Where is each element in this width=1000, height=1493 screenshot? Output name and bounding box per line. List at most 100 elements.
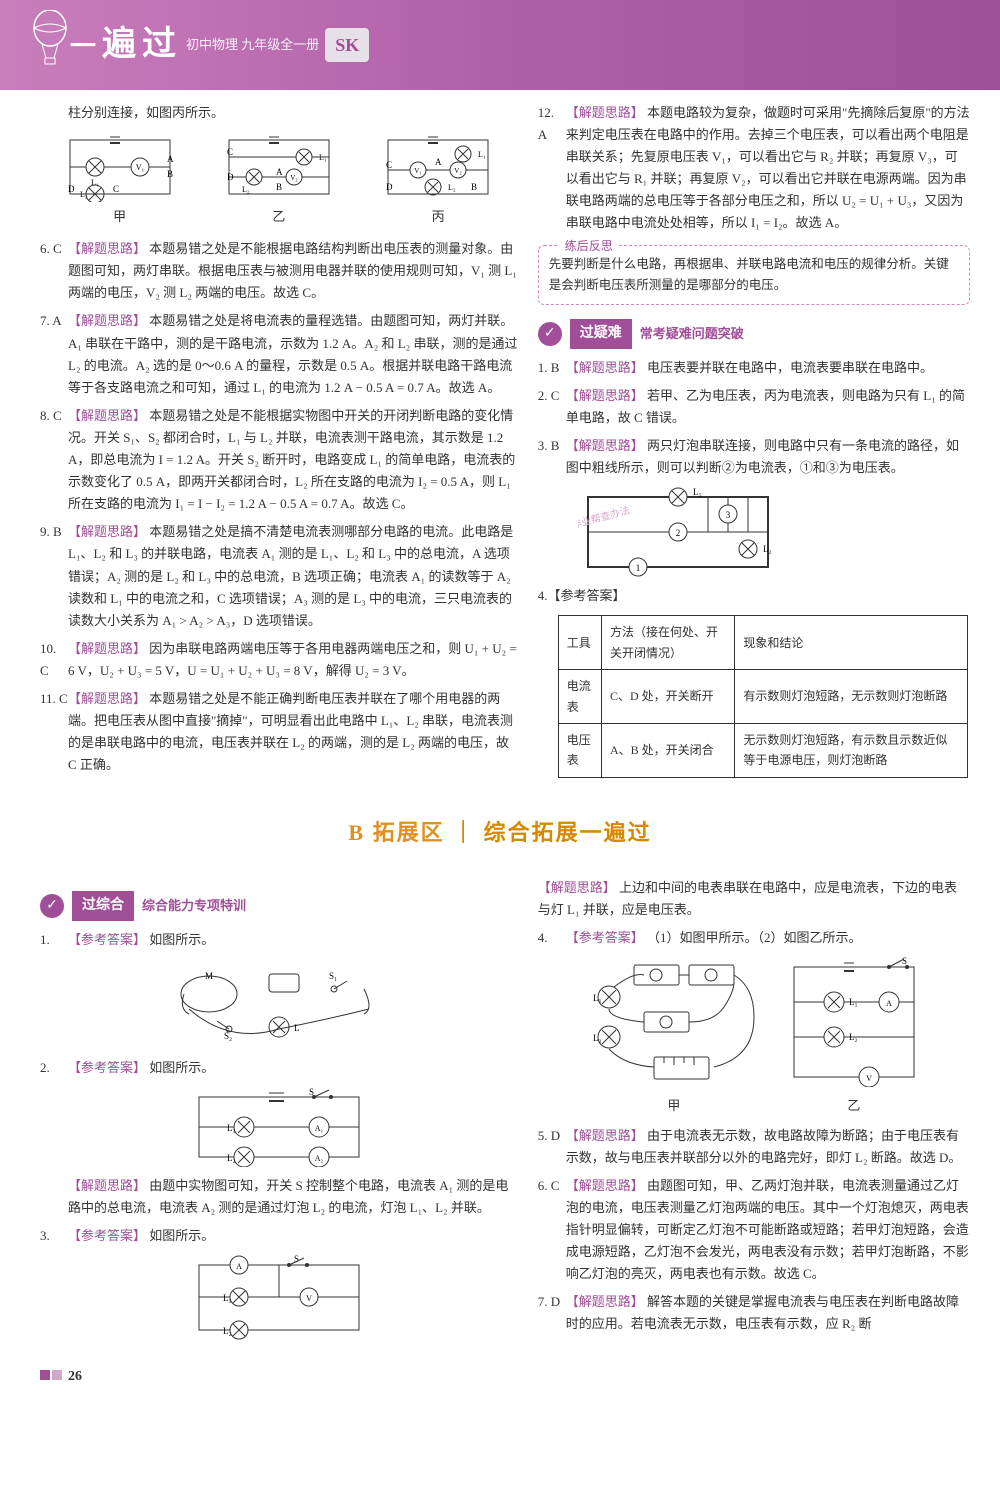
item-text: 本题易错之处是不能根据实物图中开关的开闭判断电路的变化情况。开关 S₁、S₂ 都… [68,408,515,511]
circuit-jia: L₁ V₁ L₂ AB DC 甲 [65,132,175,228]
zonghe-q4: 4. 【参考答案】 （1）如图甲所示。（2）如图乙所示。 [538,927,970,949]
svg-text:L₂: L₂ [223,1326,232,1336]
item-body: 【解题思路】 两只灯泡串联连接，则电路中只有一条电流的路径，如图中粗线所示，则可… [566,435,970,479]
yinan-item: 1. B 【解题思路】 电压表要并联在电路中，电流表要串联在电路中。 [538,357,970,379]
item-body: 【解题思路】 由于电流表无示数，故电路故障为断路；由于电压表有示数，故与电压表并… [566,1125,970,1169]
q3-text: 如图所示。 [149,1228,214,1243]
pn-square-icon [40,1370,50,1380]
zonghe-q1: 1. 【参考答案】 如图所示。 [40,929,518,951]
lower-left: ✓ 过综合 综合能力专项特训 1. 【参考答案】 如图所示。 M S₁ L S₂ [40,877,518,1348]
reflect-label: 练后反思 [559,236,619,256]
item-text: 由题图可知，甲、乙两灯泡并联，电流表测量通过乙灯泡的电流，电压表测量乙灯泡两端的… [566,1178,969,1281]
item-num: 7. A [40,310,68,398]
svg-text:V: V [866,1074,872,1083]
page-header: 一 遍 过 初中物理 九年级全一册 SK [0,0,1000,90]
item-num: 2. C [538,385,566,429]
q1-num: 1. [40,929,68,951]
section-yinan-head: ✓ 过疑难 常考疑难问题突破 [538,319,970,349]
q2-explain: 【解题思路】 由题中实物图可知，开关 S 控制整个电路，电流表 A₁ 测的是电路… [68,1175,518,1219]
item-body: 【解题思路】 本题易错之处是将电流表的量程选错。由题图可知，两灯并联。A₁ 串联… [68,310,518,398]
item-text: 电压表要并联在电路中，电流表要串联在电路中。 [647,360,933,375]
svg-text:L₁: L₁ [223,1293,232,1303]
svg-text:S₂: S₂ [224,1031,232,1041]
td: 电压表 [558,723,601,777]
svg-text:A₂: A₂ [315,1154,324,1163]
title-bian: 遍 [102,16,136,74]
q3-num: 3. [40,1225,68,1247]
item-tag: 【解题思路】 [566,360,644,375]
item-num: 9. B [40,521,68,631]
check-icon: ✓ [40,894,64,918]
big-section-divider: ｜ [452,820,476,845]
q2-text: 如图所示。 [149,1060,214,1075]
svg-text:L₂: L₂ [227,1153,236,1163]
item-tag: 【解题思路】 [68,641,146,656]
q4-label: 【参考答案】 [566,930,644,945]
item-num: 8. C [40,405,68,515]
svg-text:D: D [68,184,75,194]
item-body: 【解题思路】 本题易错之处是搞不清楚电流表测哪部分电路的电流。此电路是 L₁、L… [68,521,518,631]
td: 无示数则灯泡短路，有示数且示数近似等于电源电压，则灯泡断路 [735,723,968,777]
item-body: 【解题思路】 本题电路较为复杂，做题时可采用"先摘除后复原"的方法来判定电压表在… [566,102,970,235]
svg-text:L₂: L₂ [763,544,772,554]
circuit-bing: L₁ V₁ V₂ L₂ CA DB 丙 [383,132,493,228]
svg-text:L₂: L₂ [448,183,456,192]
right-intro-tag: 【解题思路】 [538,880,616,895]
pn-square-icon [52,1370,62,1380]
svg-text:L₂: L₂ [242,185,250,194]
section-zonghe-title: 过综合 [72,891,134,921]
header-subtitle: 初中物理 九年级全一册 [186,34,319,56]
q2-explain-tag: 【解题思路】 [68,1178,146,1193]
answer-item: 7. A 【解题思路】 本题易错之处是将电流表的量程选错。由题图可知，两灯并联。… [40,310,518,398]
answer-item: 8. C 【解题思路】 本题易错之处是不能根据实物图中开关的开闭判断电路的变化情… [40,405,518,515]
q2-num: 2. [40,1057,68,1079]
jia-label: 甲 [584,1095,764,1117]
left-intro: 柱分别连接，如图丙所示。 [68,102,518,124]
svg-text:A: A [167,154,174,164]
svg-text:V: V [306,1294,312,1303]
page-number-text: 26 [68,1369,82,1384]
answer-item: 10. C 【解题思路】 因为串联电路两端电压等于各用电器两端电压之和，则 U₁… [40,638,518,682]
item-body: 【解题思路】 若甲、乙为电压表，丙为电流表，则电路为只有 L₁ 的简单电路，故 … [566,385,970,429]
svg-text:A: A [435,157,442,167]
item-body: 【解题思路】 本题易错之处是不能正确判断电压表并联在了哪个用电器的两端。把电压表… [68,688,518,776]
item-tag: 【解题思路】 [566,1294,644,1309]
circuit-bing-label: 丙 [432,209,445,224]
zonghe-item: 7. D 【解题思路】 解答本题的关键是掌握电流表与电压表在判断电路故障时的应用… [538,1291,970,1335]
svg-text:V₂: V₂ [454,167,462,175]
q1-diagram: M S₁ L S₂ [169,959,389,1049]
lower-content: ✓ 过综合 综合能力专项特训 1. 【参考答案】 如图所示。 M S₁ L S₂ [0,865,1000,1358]
big-section-title: 综合拓展一遍过 [484,820,652,845]
circuit-jia-label: 甲 [113,209,126,224]
section-zonghe-head: ✓ 过综合 综合能力专项特训 [40,891,518,921]
right-intro: 【解题思路】 上边和中间的电表串联在电路中，应是电流表，下边的电表与灯 L₁ 并… [538,877,970,921]
left-column: 柱分别连接，如图丙所示。 L₁ V₁ L₂ AB DC 甲 [40,102,518,786]
item-num: 7. D [538,1291,566,1335]
th-tool: 工具 [558,616,601,670]
yinan-item: 3. B 【解题思路】 两只灯泡串联连接，则电路中只有一条电流的路径，如图中粗线… [538,435,970,479]
td: C、D 处，开关断开 [601,670,734,724]
q2-label: 【参考答案】 [68,1060,146,1075]
q4-num: 4. [538,927,566,949]
q2-diagram: S L₁ A₁ L₂ A₂ [189,1087,369,1167]
svg-text:B: B [471,182,477,192]
svg-text:C: C [386,160,392,170]
yinan-item: 2. C 【解题思路】 若甲、乙为电压表，丙为电流表，则电路为只有 L₁ 的简单… [538,385,970,429]
item-tag: 【解题思路】 [566,438,644,453]
item-tag: 【解题思路】 [566,388,644,403]
item-tag: 【解题思路】 [68,524,146,539]
zonghe-q3: 3. 【参考答案】 如图所示。 [40,1225,518,1247]
q4-text: （1）如图甲所示。（2）如图乙所示。 [647,930,862,945]
th-result: 现象和结论 [735,616,968,670]
section-yinan-subtitle: 常考疑难问题突破 [640,323,744,345]
svg-text:S₁: S₁ [329,971,337,981]
q1-text: 如图所示。 [149,932,214,947]
item-text: 本题易错之处是搞不清楚电流表测哪部分电路的电流。此电路是 L₁、L₂ 和 L₃ … [68,524,513,627]
svg-text:B: B [167,169,173,179]
yi-label: 乙 [784,1095,924,1117]
svg-text:L: L [294,1023,300,1033]
svg-text:L₁: L₁ [593,993,602,1003]
q1-label: 【参考答案】 [68,932,146,947]
item-text: 本题电路较为复杂，做题时可采用"先摘除后复原"的方法来判定电压表在电路中的作用。… [566,105,970,230]
item-tag: 【解题思路】 [68,691,146,706]
